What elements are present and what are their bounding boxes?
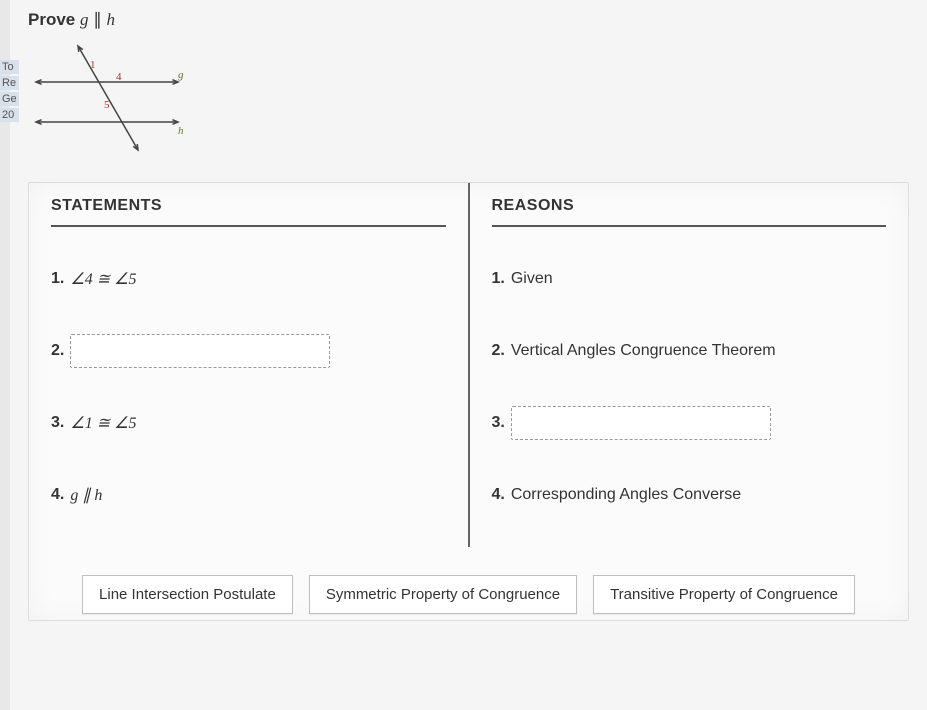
prove-statement: Prove g ∥ h: [28, 10, 909, 30]
reasons-column: REASONS 1. Given 2. Vertical Angles Cong…: [470, 183, 909, 547]
row-number: 4.: [51, 486, 64, 504]
worksheet-page: To Re Ge 20 Prove g ∥ h gh145 STATEMENTS…: [10, 0, 927, 710]
statement-1: ∠4 ≅ ∠5: [70, 269, 136, 289]
diagram-svg: g h 1 4 5: [28, 38, 188, 158]
row-number: 3.: [51, 414, 64, 432]
reason-1: Given: [511, 270, 553, 288]
reason-row-1: 1. Given: [492, 243, 887, 315]
option-transitive-property[interactable]: Transitive Property of Congruence: [593, 575, 855, 614]
option-symmetric-property[interactable]: Symmetric Property of Congruence: [309, 575, 577, 614]
svg-text:4: 4: [116, 71, 122, 83]
reason-row-2: 2. Vertical Angles Congruence Theorem: [492, 315, 887, 387]
row-number: 1.: [492, 270, 505, 288]
proof-table: STATEMENTS 1. ∠4 ≅ ∠5 2. 3. ∠1 ≅ ∠5 4. g…: [28, 182, 909, 621]
svg-text:5: 5: [104, 99, 110, 111]
prove-g: g: [80, 10, 89, 29]
svg-text:h: h: [178, 125, 184, 137]
statement-row-3: 3. ∠1 ≅ ∠5: [51, 387, 446, 459]
diagram: g h 1 4 5: [28, 38, 188, 158]
reason-row-3: 3.: [492, 387, 887, 459]
reasons-header: REASONS: [492, 197, 887, 227]
answer-options: Line Intersection Postulate Symmetric Pr…: [29, 569, 908, 620]
row-number: 2.: [492, 342, 505, 360]
statement-3: ∠1 ≅ ∠5: [70, 413, 136, 433]
prove-h: h: [106, 10, 115, 29]
reason-2: Vertical Angles Congruence Theorem: [511, 342, 776, 360]
prove-label: Prove: [28, 10, 75, 29]
statements-header: STATEMENTS: [51, 197, 446, 227]
side-tab: To: [0, 60, 19, 74]
statement-4: g ∥ h: [70, 485, 102, 505]
side-tab: 20: [0, 108, 19, 122]
statement-row-4: 4. g ∥ h: [51, 459, 446, 531]
statement-row-2: 2.: [51, 315, 446, 387]
svg-text:1: 1: [90, 59, 96, 71]
reason-row-4: 4. Corresponding Angles Converse: [492, 459, 887, 531]
row-number: 4.: [492, 486, 505, 504]
svg-text:g: g: [178, 69, 184, 81]
statements-column: STATEMENTS 1. ∠4 ≅ ∠5 2. 3. ∠1 ≅ ∠5 4. g…: [29, 183, 470, 547]
statement-2-dropzone[interactable]: [70, 334, 330, 368]
parallel-symbol: ∥: [93, 10, 102, 29]
statement-row-1: 1. ∠4 ≅ ∠5: [51, 243, 446, 315]
row-number: 2.: [51, 342, 64, 360]
side-tabs: To Re Ge 20: [0, 60, 19, 124]
row-number: 1.: [51, 270, 64, 288]
side-tab: Re: [0, 76, 19, 90]
reason-3-dropzone[interactable]: [511, 406, 771, 440]
option-line-intersection[interactable]: Line Intersection Postulate: [82, 575, 293, 614]
row-number: 3.: [492, 414, 505, 432]
side-tab: Ge: [0, 92, 19, 106]
reason-4: Corresponding Angles Converse: [511, 486, 741, 504]
